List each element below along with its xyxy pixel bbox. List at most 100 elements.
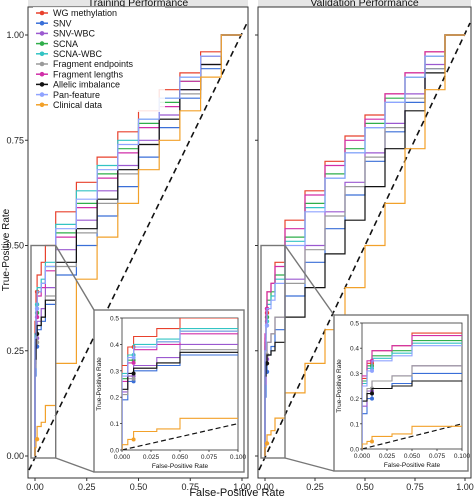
series-point (264, 441, 270, 446)
legend-swatch-point (39, 10, 45, 16)
inset-series-group (362, 332, 462, 449)
legend-label: WG methylation (53, 8, 117, 18)
series-line (34, 34, 242, 456)
diagonal-reference-line (28, 22, 248, 471)
inset-y-tick-label: 0.5 (350, 321, 359, 328)
series-point (264, 361, 270, 366)
x-tick-label: 0.00 (26, 482, 44, 492)
inset-x-tick-label: 0.050 (172, 454, 189, 461)
inset-series-point (131, 371, 136, 376)
y-tick-label: 0.50 (6, 241, 24, 251)
series-line (34, 34, 242, 456)
x-tick-label: 1.00 (233, 482, 251, 492)
legend-swatch-point (39, 20, 45, 26)
x-tick-label: 0.50 (130, 482, 148, 492)
inset-series-group (122, 318, 238, 450)
legend-label: SNV (53, 18, 72, 28)
panel-title-strip (28, 0, 248, 7)
series-line (264, 34, 465, 456)
series-line (264, 34, 465, 456)
inset-y-tick-label: 0.3 (110, 368, 119, 375)
inset-series-line (122, 318, 238, 450)
legend-label: Fragment endpoints (53, 59, 134, 69)
inset-y-axis-title: True-Positive Rate (336, 359, 343, 413)
x-axis-title: False-Positive Rate (189, 487, 284, 499)
inset-x-tick-label: 0.075 (429, 453, 446, 460)
inset-x-tick-label: 0.100 (454, 453, 471, 460)
y-tick-label: 1.00 (6, 30, 24, 40)
inset-series-line (362, 425, 462, 449)
legend-label: SNV-WBC (53, 29, 96, 39)
x-tick-label: 0.50 (356, 482, 374, 492)
zoom-region (260, 244, 286, 459)
inset-series-line (362, 345, 462, 449)
series-point (264, 323, 270, 328)
inset-series-point (131, 355, 136, 360)
x-tick-label: 0.00 (256, 482, 274, 492)
legend-swatch-point (39, 61, 45, 67)
panel-validation: Validation Performance 0.00 0.25 0.50 0.75 1.… (255, 0, 474, 492)
legend-swatch-point (39, 51, 45, 57)
inset-y-tick-label: 0.1 (110, 421, 119, 428)
x-tick-label: 0.75 (406, 482, 424, 492)
legend-label: Pan-feature (53, 90, 100, 100)
inset-series-point (370, 439, 374, 444)
legend-background (33, 7, 165, 112)
inset-x-tick-label: 0.000 (114, 454, 131, 461)
panel-title: Training Performance (88, 0, 189, 9)
inset-series-line (122, 417, 238, 450)
inset-y-tick-label: 0.4 (110, 342, 119, 349)
legend: WG methylationSNVSNV-WBCSCNASCNA-WBCFrag… (33, 7, 165, 112)
inset-series-point (131, 437, 136, 442)
inset-y-tick-label: 0.3 (350, 371, 359, 378)
inset-x-tick-label: 0.000 (354, 453, 371, 460)
zoom-connector (284, 245, 335, 316)
legend-swatch-point (39, 82, 45, 87)
inset-diagonal-reference (362, 423, 462, 449)
legend-swatch-point (39, 31, 45, 36)
y-axis-title: True-Positive Rate (1, 208, 12, 291)
x-tick-label: 0.75 (181, 482, 199, 492)
series-line (264, 34, 465, 456)
series-point (34, 436, 40, 442)
y-tick-label: 0.25 (6, 346, 24, 356)
inset-series-line (362, 380, 462, 449)
legend-label: SCNA-WBC (53, 49, 102, 59)
zoom-connector (55, 245, 95, 311)
inset-y-axis-title: True-Positive Rate (96, 357, 103, 411)
inset-y-tick-label: 0.4 (350, 346, 359, 353)
inset-diagonal-reference (122, 423, 238, 450)
x-tick-label: 0.25 (306, 482, 324, 492)
legend-label: Allelic imbalance (53, 80, 120, 90)
inset-y-tick-label: 0.2 (110, 395, 119, 402)
inset-y-tick-label: 0.0 (350, 447, 359, 454)
inset-x-tick-label: 0.100 (230, 454, 247, 461)
legend-swatch-point (39, 92, 45, 97)
inset-x-axis-title: False-Positive Rate (152, 463, 209, 470)
inset-series-line (362, 335, 462, 449)
legend-label: Clinical data (53, 100, 102, 110)
legend-swatch-point (39, 102, 45, 108)
legend-swatch-point (39, 41, 45, 46)
inset-series-point (131, 360, 136, 365)
inset-y-tick-label: 0.0 (110, 448, 119, 455)
inset-x-tick-label: 0.075 (201, 454, 218, 461)
inset-y-tick-label: 0.1 (350, 421, 359, 428)
inset-x-tick-label: 0.025 (379, 453, 396, 460)
zoom-region (30, 244, 57, 459)
legend-label: SCNA (53, 39, 78, 49)
inset-y-tick-label: 0.2 (350, 396, 359, 403)
series-line (264, 34, 465, 456)
x-tick-label: 0.25 (78, 482, 96, 492)
inset-y-tick-label: 0.5 (110, 316, 119, 323)
inset-frame (93, 309, 245, 473)
inset-x-tick-label: 0.025 (143, 454, 160, 461)
inset-series-point (370, 391, 374, 396)
x-tick-label: 1.00 (456, 482, 474, 492)
zoom-connector (55, 457, 95, 473)
y-tick-label: 0.00 (6, 451, 24, 461)
legend-label: Fragment lengths (53, 69, 124, 79)
inset-series-line (122, 351, 238, 450)
inset-x-tick-label: 0.050 (404, 453, 421, 460)
inset-x-axis-title: False-Positive Rate (384, 462, 441, 469)
